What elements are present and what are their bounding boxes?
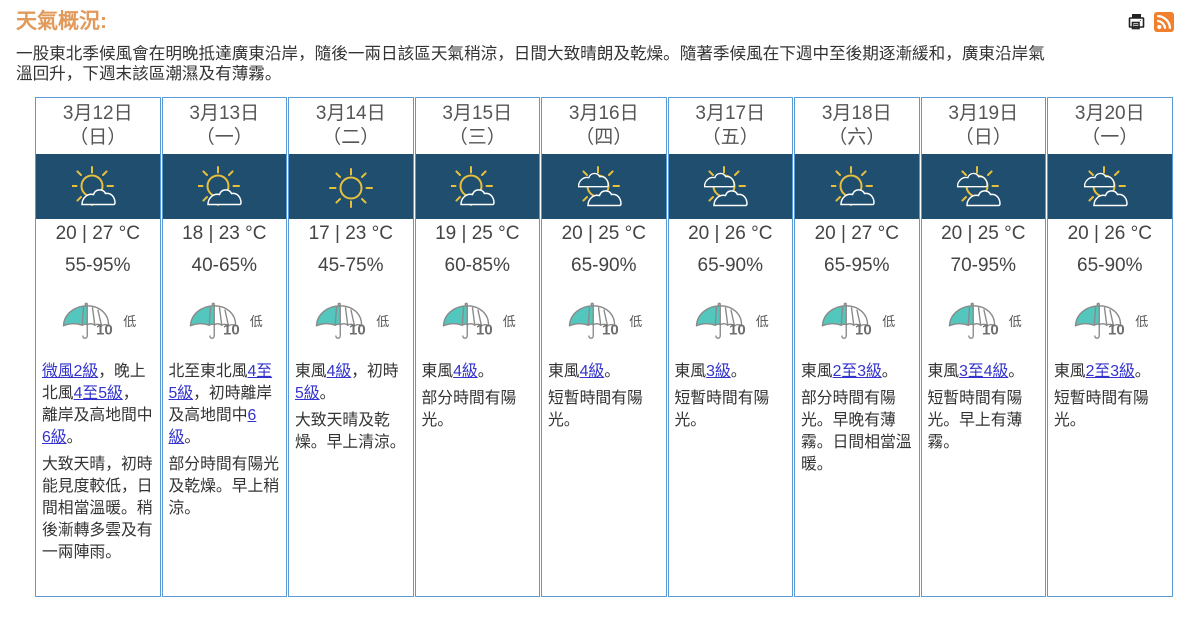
svg-text:10: 10 [1108, 322, 1125, 339]
svg-text:10: 10 [96, 322, 113, 339]
svg-text:10: 10 [223, 322, 240, 339]
svg-text:10: 10 [476, 322, 493, 339]
svg-text:10: 10 [602, 322, 619, 339]
svg-text:10: 10 [729, 322, 746, 339]
svg-text:10: 10 [982, 322, 999, 339]
svg-text:10: 10 [349, 322, 366, 339]
svg-text:10: 10 [855, 322, 872, 339]
